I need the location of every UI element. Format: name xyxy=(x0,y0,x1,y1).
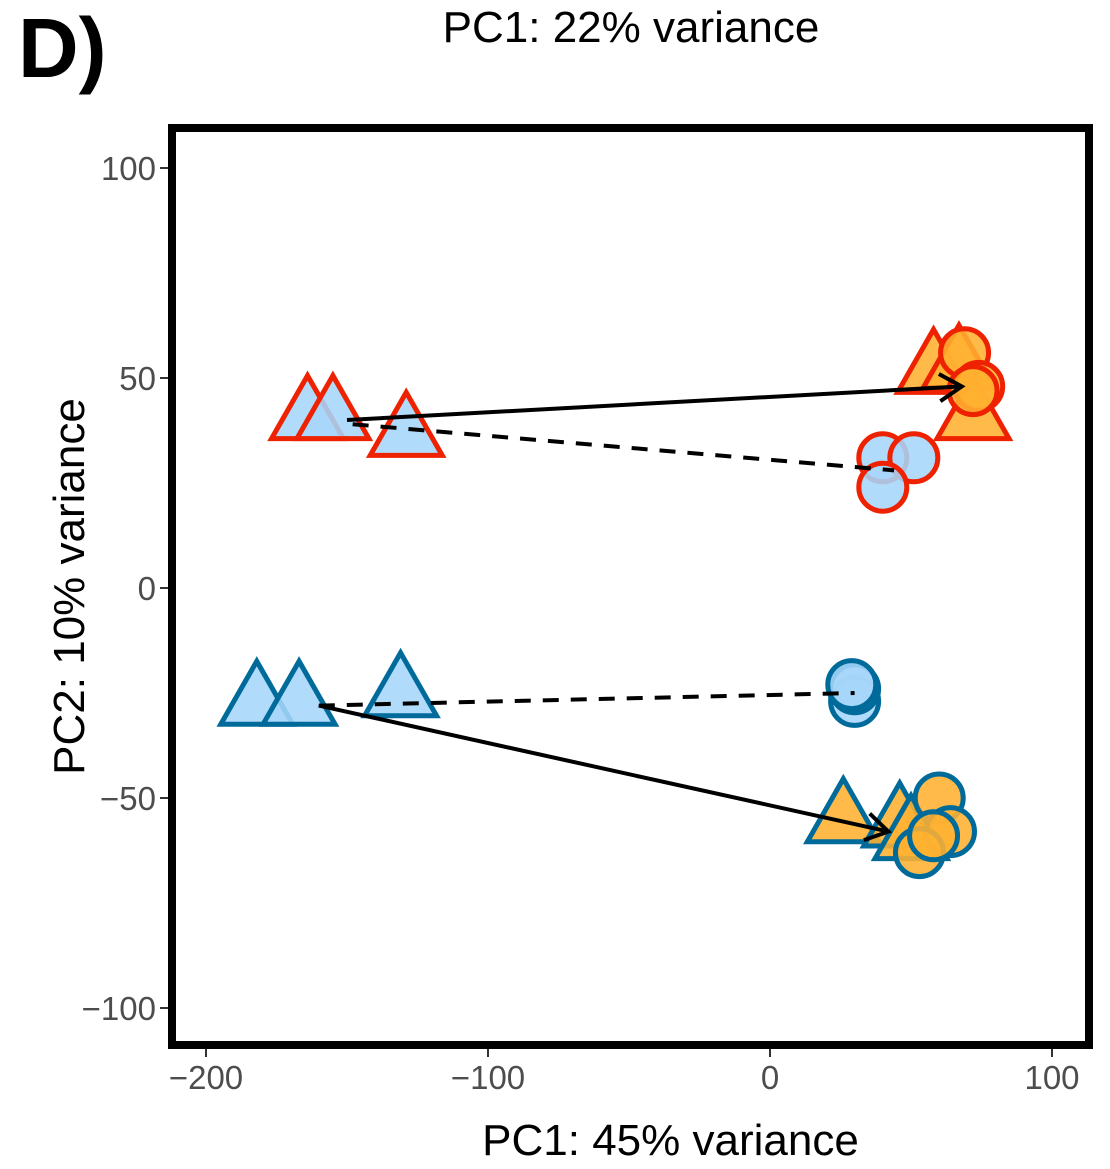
triangle-point xyxy=(365,387,447,458)
y-tick-label: 0 xyxy=(138,570,156,607)
circle-point xyxy=(946,364,1000,418)
x-tick-label: 100 xyxy=(1024,1059,1079,1096)
triangle-point xyxy=(360,647,441,719)
arrow-head xyxy=(863,812,893,842)
circle-point xyxy=(856,460,910,514)
x-tick-label: 0 xyxy=(761,1059,779,1096)
x-axis-label: PC1: 45% variance xyxy=(482,1116,859,1165)
y-tick-label: −50 xyxy=(100,780,156,817)
solid-arrow xyxy=(346,384,962,422)
circle-point xyxy=(907,809,961,863)
data-marks xyxy=(216,320,1014,880)
y-tick-label: 100 xyxy=(101,150,156,187)
dashed-arrow xyxy=(352,422,895,473)
arrow-head xyxy=(937,372,966,403)
triangle-point xyxy=(258,656,340,727)
top-title: PC1: 22% variance xyxy=(442,3,820,52)
circle-point xyxy=(825,658,879,712)
y-tick-label: −100 xyxy=(82,990,156,1027)
y-tick-label: 50 xyxy=(119,360,156,397)
solid-arrow xyxy=(318,703,889,834)
panel-label: D) xyxy=(18,1,107,95)
triangle-point xyxy=(803,773,884,845)
dashed-arrow xyxy=(318,691,855,708)
arrow-layer xyxy=(318,372,966,842)
axes: −200 −100 0 100 −100 −50 0 50 100 xyxy=(82,150,1080,1096)
x-tick-label: −100 xyxy=(451,1059,525,1096)
triangle-point xyxy=(292,370,374,442)
x-tick-label: −200 xyxy=(169,1059,243,1096)
plot-frame xyxy=(168,124,1093,1049)
y-axis-label: PC2: 10% variance xyxy=(45,398,94,775)
